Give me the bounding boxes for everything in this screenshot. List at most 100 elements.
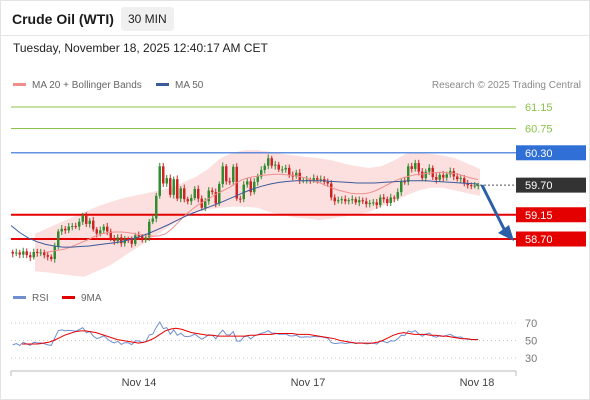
candle-body — [393, 197, 396, 199]
candle-body — [109, 231, 112, 239]
candle-body — [57, 231, 60, 247]
candle-body — [410, 166, 413, 169]
candle-body — [130, 240, 133, 244]
candle-body — [428, 167, 431, 172]
bollinger-band — [35, 150, 480, 277]
pivot-tag-label: 60.30 — [525, 148, 553, 160]
ma50-swatch — [156, 82, 169, 86]
candle-body — [39, 252, 42, 254]
candle-body — [71, 226, 74, 228]
candle-body — [375, 202, 378, 206]
candle-body — [106, 226, 109, 232]
candle-body — [344, 199, 347, 202]
candle-body — [470, 185, 473, 187]
candle-body — [116, 237, 119, 242]
candle-body — [11, 251, 14, 254]
candle-body — [414, 163, 417, 169]
legend-rsi-ma-label: 9MA — [81, 293, 102, 304]
candle-body — [22, 251, 25, 255]
x-tick-label: Nov 17 — [291, 377, 326, 389]
candle-body — [260, 170, 263, 177]
candle-body — [284, 167, 287, 170]
candle-body — [400, 181, 403, 193]
rsi-ma-line — [22, 327, 478, 345]
candle-body — [365, 201, 368, 204]
candle-body — [64, 228, 67, 231]
x-tick-label: Nov 18 — [460, 377, 495, 389]
candle-body — [176, 179, 179, 199]
candle-body — [477, 185, 480, 187]
candle-body — [354, 199, 357, 203]
rsi-swatch — [13, 295, 26, 299]
candle-body — [403, 181, 406, 183]
candle-body — [50, 256, 53, 259]
candle-body — [277, 164, 280, 170]
candle-body — [29, 255, 32, 258]
candle-body — [190, 198, 193, 202]
rsi-ma-swatch — [62, 295, 75, 299]
candle-body — [438, 174, 441, 180]
candle-body — [169, 178, 172, 195]
candle-body — [179, 188, 182, 199]
candle-body — [53, 246, 56, 259]
candle-body — [466, 183, 469, 186]
chart-datetime: Tuesday, November 18, 2025 12:40:17 AM C… — [13, 41, 268, 55]
candle-body — [148, 221, 151, 238]
candle-body — [351, 199, 354, 201]
rsi-level-label: 50 — [525, 336, 537, 348]
candle-body — [333, 197, 336, 202]
candle-body — [95, 229, 98, 234]
candle-body — [141, 236, 144, 240]
candle-body — [186, 199, 189, 202]
candle-body — [396, 192, 399, 199]
last-price-tag-bg — [516, 177, 586, 193]
resistance-label: 61.15 — [525, 102, 553, 114]
candle-body — [207, 190, 210, 202]
candle-body — [319, 179, 322, 181]
chart-header: Crude Oil (WTI) 30 MIN — [0, 0, 590, 36]
rsi-level-label: 70 — [525, 318, 537, 330]
ma20-line — [44, 171, 479, 253]
instrument-title: Crude Oil (WTI) — [12, 11, 114, 27]
candle-body — [249, 181, 252, 193]
candle-body — [340, 199, 343, 201]
ma50-line — [10, 180, 479, 248]
candle-body — [372, 202, 375, 204]
forecast-arrow-head — [498, 225, 514, 241]
candle-body — [214, 192, 217, 204]
candle-body — [123, 239, 126, 244]
candle-body — [239, 198, 242, 200]
candle-body — [242, 184, 245, 200]
candle-body — [382, 197, 385, 200]
legend-rsi: RSI — [13, 293, 49, 304]
pivot-tag-bg — [516, 145, 586, 161]
candle-body — [267, 158, 270, 166]
candle-body — [421, 171, 424, 179]
candle-body — [81, 215, 84, 222]
timeframe-badge[interactable]: 30 MIN — [121, 7, 174, 31]
support-tag-label: 58.70 — [525, 234, 553, 246]
ma20-swatch — [13, 82, 26, 86]
candle-body — [67, 226, 70, 231]
candle-body — [158, 166, 161, 196]
candle-body — [312, 178, 315, 181]
candle-body — [197, 188, 200, 199]
candle-body — [15, 252, 18, 254]
candle-body — [218, 184, 221, 204]
candle-body — [309, 179, 312, 181]
legend-ma20: MA 20 + Bollinger Bands — [13, 80, 142, 91]
legend-rsi-label: RSI — [32, 293, 49, 304]
legend-ma20-label: MA 20 + Bollinger Bands — [32, 80, 142, 91]
candle-body — [25, 251, 28, 256]
candle-body — [368, 202, 371, 204]
candle-body — [424, 171, 427, 179]
candle-body — [316, 178, 319, 180]
candle-body — [463, 178, 466, 184]
forecast-arrow-shaft — [480, 184, 507, 232]
candle-body — [78, 221, 81, 227]
x-tick-label: Nov 14 — [122, 377, 157, 389]
candle-body — [162, 166, 165, 184]
candle-body — [74, 226, 77, 228]
candle-body — [386, 199, 389, 203]
